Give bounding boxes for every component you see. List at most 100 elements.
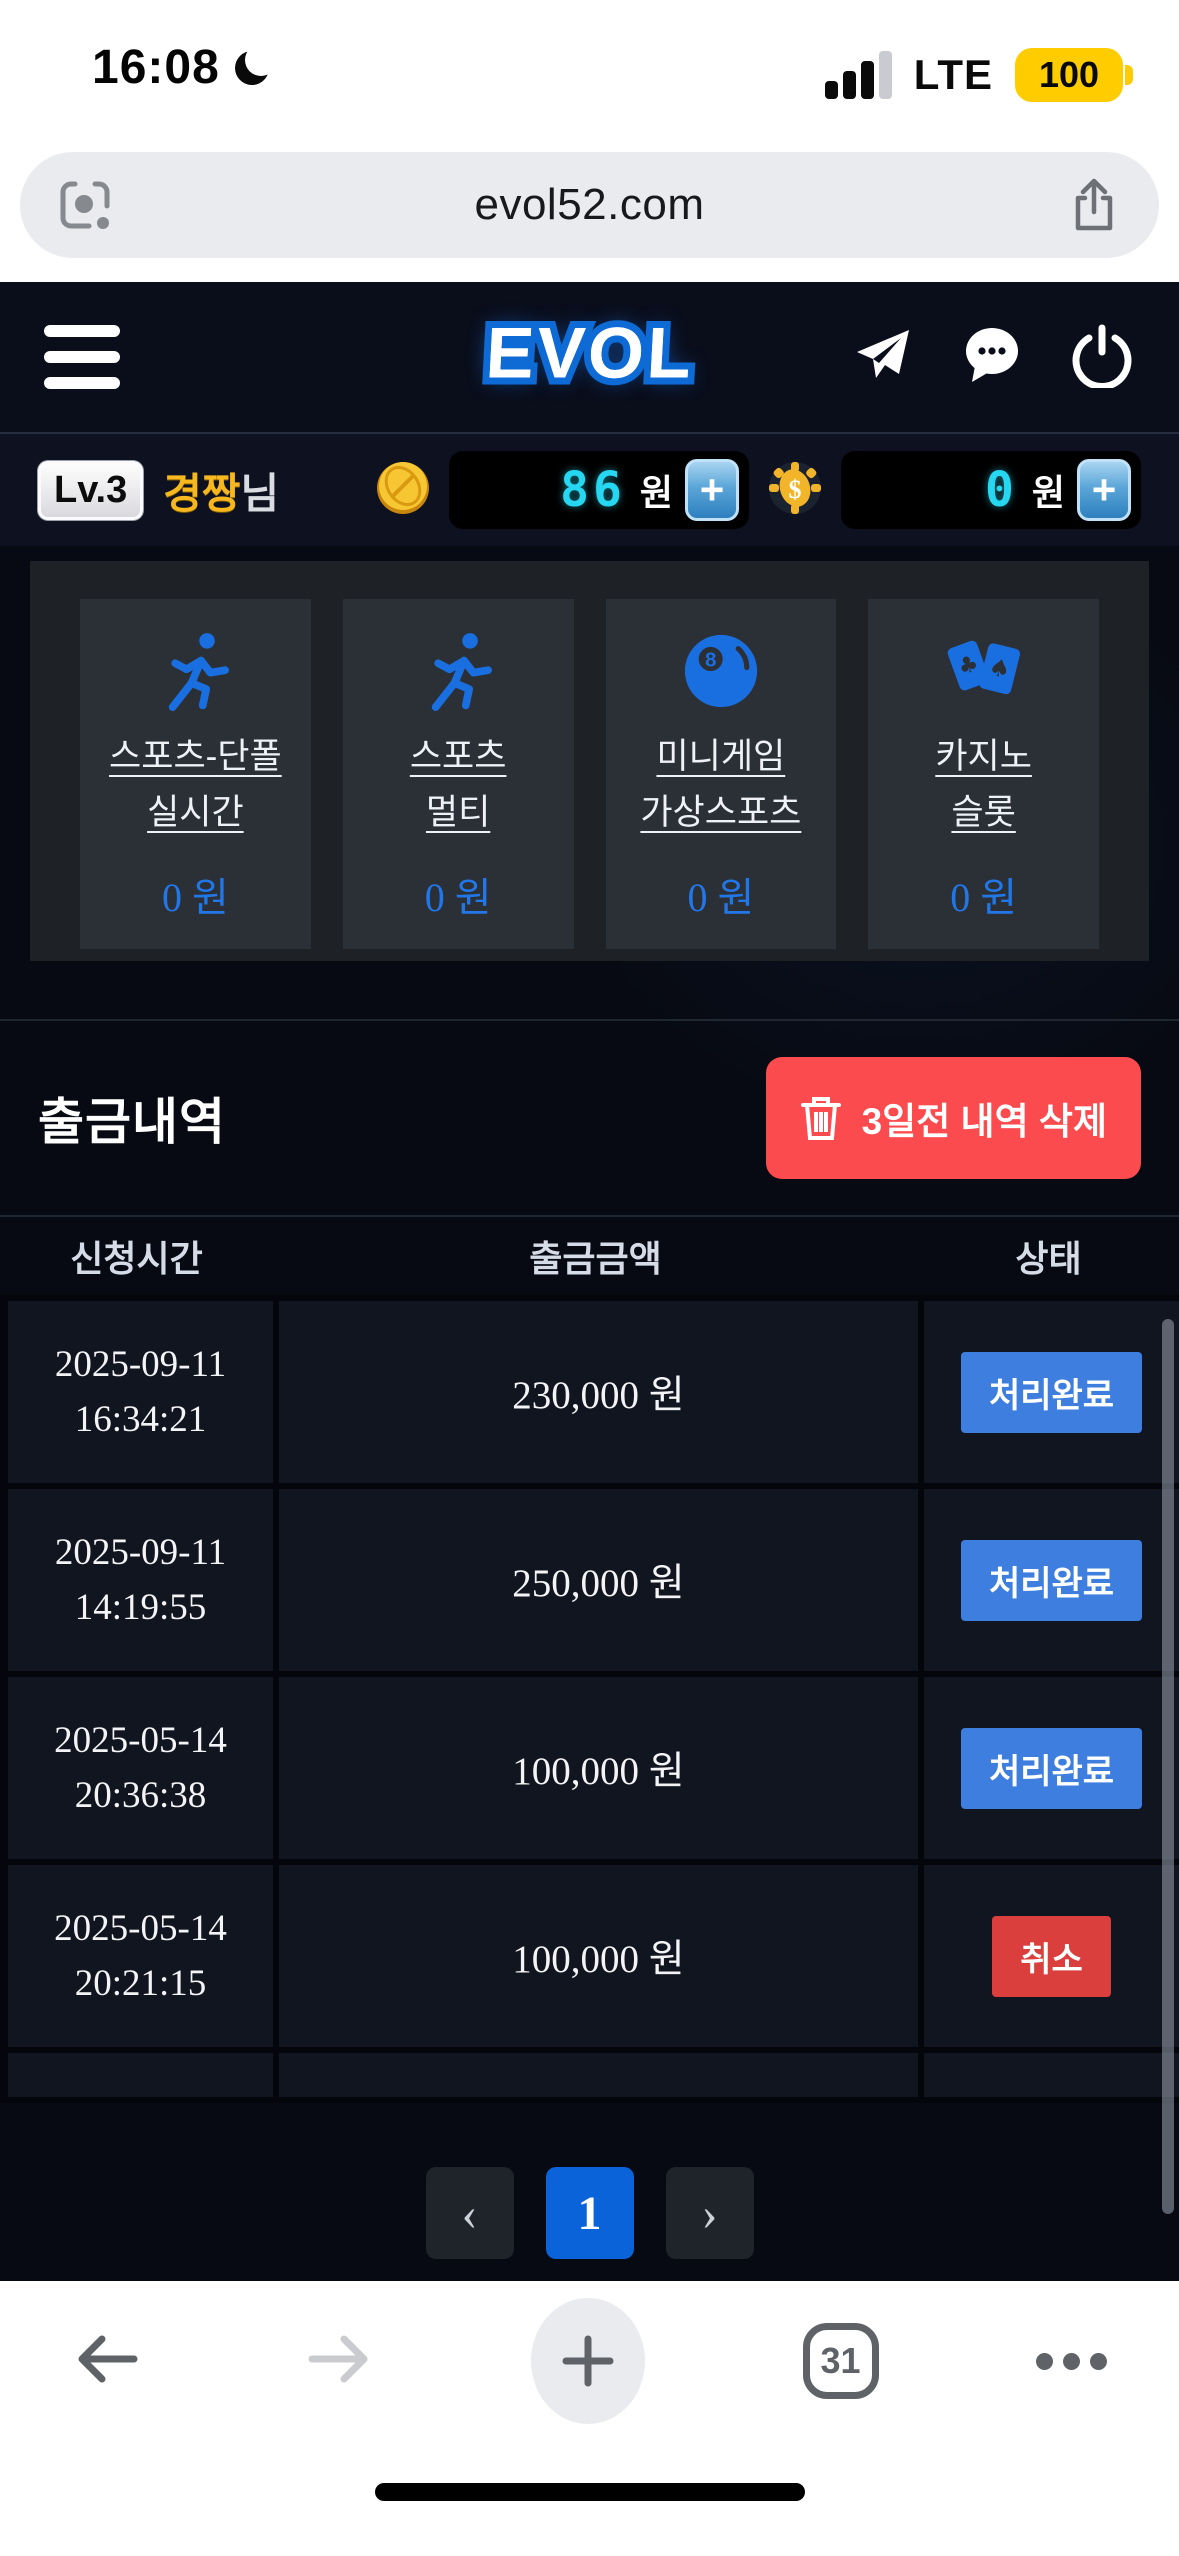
forward-button[interactable]	[302, 2323, 374, 2400]
site-header: EVOL EVOL	[0, 282, 1179, 432]
table-header-row: 신청시간 출금금액 상태	[0, 1217, 1179, 1295]
cell-amount: 100,000 원	[279, 1677, 918, 1859]
cell-request-time: 2025-09-11 14:19:55	[8, 1489, 273, 1671]
browser-address-row: evol52.com	[0, 138, 1179, 282]
telegram-icon[interactable]	[849, 322, 915, 393]
runner-icon	[415, 625, 501, 717]
level-badge: Lv.3	[38, 460, 144, 520]
gold-coin-icon	[375, 460, 431, 521]
cell-amount: 250,000 원	[279, 1489, 918, 1671]
eight-ball-icon: 8	[678, 625, 764, 717]
logo-fill-layer: EVOL	[483, 313, 696, 394]
betting-stats-panel: 스포츠-단폴 실시간 0 원	[30, 561, 1149, 961]
cash-balance-value: 86	[560, 462, 626, 518]
point-balance-unit: 원	[1031, 472, 1065, 513]
status-badge: 처리완료	[960, 1351, 1143, 1433]
withdrawal-section-header: 출금내역 3일전 내역 삭제	[0, 1021, 1179, 1215]
pagination-page-1-button[interactable]: 1	[545, 2167, 634, 2259]
browser-menu-button[interactable]	[1036, 2352, 1107, 2370]
playing-cards-icon: ♣ ♠	[941, 625, 1027, 717]
evol-logo[interactable]: EVOL EVOL	[476, 307, 702, 401]
status-badge: 취소	[992, 1915, 1111, 1997]
trash-icon	[800, 1097, 841, 1140]
point-balance-value: 0	[984, 462, 1018, 518]
delete-history-button[interactable]: 3일전 내역 삭제	[765, 1057, 1141, 1179]
table-row-empty	[8, 2053, 1179, 2097]
cell-request-time: 2025-05-14 20:21:15	[8, 1865, 273, 2047]
card-value: 0 원	[950, 875, 1018, 920]
cell-request-time: 2025-09-11 16:34:21	[8, 1301, 273, 1483]
menu-hamburger-icon[interactable]	[44, 325, 120, 389]
pagination-prev-button[interactable]: ‹	[425, 2167, 514, 2259]
do-not-disturb-moon-icon	[234, 45, 274, 85]
cell-amount: 100,000 원	[279, 1865, 918, 2047]
col-header-time: 신청시간	[70, 1238, 203, 1279]
evol-site-viewport: EVOL EVOL	[0, 282, 1179, 2281]
power-logout-icon[interactable]	[1069, 322, 1135, 393]
section-divider	[0, 1019, 1179, 1021]
status-badge: 처리완료	[960, 1539, 1143, 1621]
point-balance-box: 0 원 +	[841, 451, 1141, 529]
cell-status: 처리완료	[924, 1301, 1179, 1483]
card-title: 스포츠-단폴 실시간	[109, 737, 282, 832]
card-value: 0 원	[161, 875, 229, 920]
chat-bubble-icon[interactable]	[959, 322, 1025, 393]
url-field[interactable]: evol52.com	[474, 180, 705, 229]
col-header-amount: 출금금액	[529, 1238, 662, 1279]
card-title: 카지노 슬롯	[935, 737, 1032, 832]
card-value: 0 원	[424, 875, 492, 920]
withdrawal-table: 2025-09-11 16:34:21 230,000 원 처리완료 2025-0…	[0, 1295, 1179, 2103]
home-indicator[interactable]	[374, 2483, 805, 2501]
card-sports-multi[interactable]: 스포츠 멀티 0 원	[342, 599, 574, 949]
table-top-divider	[0, 1215, 1179, 1217]
table-row: 2025-05-14 20:21:15 100,000 원 취소	[8, 1865, 1179, 2047]
cell-request-time: 2025-05-14 20:36:38	[8, 1677, 273, 1859]
signal-strength-icon	[824, 51, 892, 99]
table-row: 2025-09-11 16:34:21 230,000 원 처리완료	[8, 1301, 1179, 1483]
card-value: 0 원	[687, 875, 755, 920]
svg-text:$: $	[789, 475, 802, 504]
card-title: 스포츠 멀티	[409, 737, 507, 832]
user-info-bar: Lv.3 경짱님 86 원 +	[0, 432, 1179, 546]
share-icon[interactable]	[1063, 174, 1125, 236]
clock: 16:08	[92, 40, 274, 95]
svg-text:8: 8	[705, 649, 716, 672]
table-row: 2025-09-11 14:19:55 250,000 원 처리완료	[8, 1489, 1179, 1671]
delete-history-label: 3일전 내역 삭제	[861, 1101, 1107, 1142]
card-sports-single-live[interactable]: 스포츠-단폴 실시간 0 원	[80, 599, 311, 949]
network-type-label: LTE	[913, 51, 993, 98]
card-minigame-virtual[interactable]: 8 미니게임 가상스포츠 0 원	[605, 599, 837, 949]
ios-status-bar: 16:08 LTE 100	[0, 0, 1179, 138]
col-header-status: 상태	[1015, 1238, 1082, 1279]
pagination: ‹ 1 ›	[0, 2167, 1179, 2259]
card-title: 미니게임 가상스포츠	[640, 737, 802, 832]
back-button[interactable]	[72, 2323, 144, 2400]
cell-status: 처리완료	[924, 1677, 1179, 1859]
runner-icon	[152, 625, 238, 717]
poker-chip-icon: $	[767, 460, 823, 521]
tab-switcher-button[interactable]: 31	[802, 2323, 879, 2399]
cell-amount: 230,000 원	[279, 1301, 918, 1483]
scrollbar-thumb[interactable]	[1162, 1319, 1174, 2214]
status-right-cluster: LTE 100	[824, 48, 1133, 102]
cash-balance-box: 86 원 +	[449, 451, 749, 529]
username-suffix: 님	[240, 469, 280, 517]
cash-balance-unit: 원	[639, 472, 673, 513]
clock-text: 16:08	[92, 41, 220, 94]
cell-status: 처리완료	[924, 1489, 1179, 1671]
cell-status: 취소	[924, 1865, 1179, 2047]
table-row: 2025-05-14 20:36:38 100,000 원 처리완료	[8, 1677, 1179, 1859]
cash-add-button[interactable]: +	[685, 459, 739, 521]
lens-camera-icon[interactable]	[54, 174, 116, 236]
browser-toolbar: 31	[0, 2281, 1179, 2515]
address-bar[interactable]: evol52.com	[20, 152, 1159, 258]
username: 경짱님	[163, 460, 279, 521]
card-casino-slot[interactable]: ♣ ♠ 카지노 슬롯 0 원	[868, 599, 1099, 949]
page-title: 출금내역	[38, 1094, 226, 1150]
point-add-button[interactable]: +	[1077, 459, 1131, 521]
pagination-next-button[interactable]: ›	[665, 2167, 754, 2259]
status-badge: 처리완료	[960, 1727, 1143, 1809]
new-tab-button[interactable]	[531, 2298, 645, 2424]
username-highlight: 경짱	[163, 469, 241, 517]
